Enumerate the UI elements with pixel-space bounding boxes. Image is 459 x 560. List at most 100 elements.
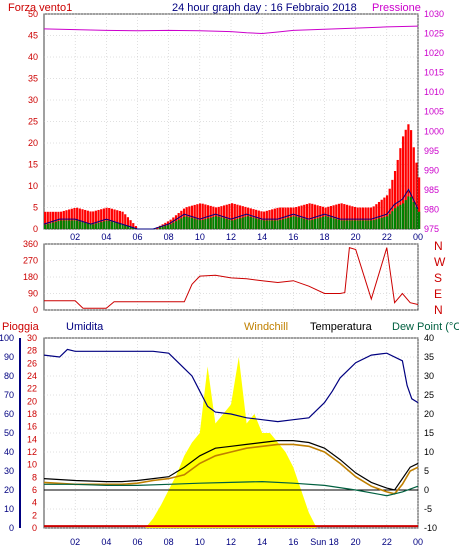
temp-x-tick-label: 14 — [257, 537, 267, 547]
rain-tick-label: 26 — [27, 358, 37, 368]
humidity-tick-label: 40 — [4, 447, 14, 457]
direction-tick-label: 270 — [23, 256, 38, 266]
gust-bar — [353, 207, 357, 229]
mean-wind-bar — [233, 219, 236, 229]
wind-x-tick-label: 18 — [319, 232, 329, 242]
gust-bar — [337, 203, 341, 229]
mean-wind-bar — [303, 218, 306, 229]
pressure-tick-label: 1025 — [424, 29, 444, 39]
mean-wind-bar — [252, 217, 255, 229]
mean-wind-bar — [287, 217, 290, 229]
wind-force-title: Forza vento1 — [8, 2, 72, 14]
gust-bar — [196, 204, 199, 229]
pressure-tick-label: 1000 — [424, 126, 444, 136]
mean-wind-bar — [361, 220, 365, 229]
mean-wind-bar — [327, 216, 330, 229]
gust-bar — [113, 209, 116, 229]
mean-wind-bar — [214, 216, 218, 229]
mean-wind-bar — [193, 218, 196, 229]
mean-wind-bar — [396, 206, 399, 229]
gust-bar — [383, 197, 386, 229]
mean-wind-bar — [206, 218, 210, 229]
mean-wind-bar — [313, 219, 317, 229]
mean-wind-bar — [271, 220, 274, 229]
rain-tick-label: 28 — [27, 346, 37, 356]
humidity-tick-label: 60 — [4, 409, 14, 419]
rain-tick-label: 10 — [27, 460, 37, 470]
mean-wind-bar — [86, 223, 89, 229]
gust-bar — [108, 207, 111, 229]
gust-bar — [110, 208, 113, 229]
mean-wind-bar — [190, 217, 194, 229]
rain-tick-label: 24 — [27, 371, 37, 381]
mean-wind-bar — [220, 217, 223, 229]
gust-bar — [308, 203, 311, 229]
wind-x-tick-label: 06 — [132, 232, 142, 242]
mean-wind-bar — [105, 220, 108, 229]
legend-pioggia: Pioggia — [2, 321, 40, 333]
temperature-tick-label: -10 — [424, 523, 437, 533]
temperature-tick-label: 30 — [424, 371, 434, 381]
mean-wind-bar — [76, 220, 79, 229]
mean-wind-bar — [380, 217, 383, 229]
gust-bar — [76, 207, 79, 229]
mean-wind-bar — [78, 221, 81, 229]
mean-wind-bar — [377, 218, 381, 229]
gust-bar — [92, 211, 95, 229]
gust-bar — [399, 148, 402, 229]
mean-wind-bar — [404, 200, 407, 229]
mean-wind-bar — [110, 221, 113, 229]
mean-wind-bar — [57, 221, 60, 229]
mean-wind-bar — [391, 211, 394, 229]
gust-bar — [60, 211, 63, 229]
mean-wind-bar — [393, 208, 397, 229]
temperature-tick-label: 40 — [424, 333, 434, 343]
mean-wind-bar — [118, 223, 121, 229]
gust-bar — [190, 205, 194, 229]
chart-title: 24 hour graph day : 16 Febbraio 2018 — [172, 2, 357, 14]
gust-bar — [233, 203, 236, 229]
dewpoint-series — [44, 480, 419, 497]
mean-wind-bar — [62, 220, 65, 229]
gust-bar — [316, 205, 319, 229]
humidity-tick-label: 20 — [4, 485, 14, 495]
wind-tick-label: 20 — [28, 138, 38, 148]
temperature-tick-label: 5 — [424, 466, 429, 476]
temp-x-tick-label: 22 — [382, 537, 392, 547]
wind-tick-label: 40 — [28, 52, 38, 62]
gust-bar — [311, 203, 314, 229]
mean-wind-bar — [102, 221, 105, 229]
humidity-tick-label: 50 — [4, 428, 14, 438]
gust-bar — [359, 207, 362, 229]
mean-wind-bar — [174, 221, 178, 229]
mean-wind-bar — [68, 220, 71, 229]
wind-x-tick-label: 12 — [226, 232, 236, 242]
mean-wind-bar — [70, 220, 73, 229]
wind-x-tick-label: 16 — [288, 232, 298, 242]
mean-wind-bar — [324, 216, 327, 229]
mean-wind-bar — [300, 218, 303, 229]
gust-bar — [62, 210, 65, 229]
mean-wind-bar — [172, 222, 175, 229]
pressure-tick-label: 1005 — [424, 107, 444, 117]
pressure-tick-label: 1030 — [424, 9, 444, 19]
mean-wind-bar — [257, 219, 260, 229]
mean-wind-bar — [177, 219, 180, 229]
gust-bar — [134, 226, 138, 229]
gust-bar — [89, 211, 92, 229]
gust-bar — [412, 147, 415, 229]
mean-wind-bar — [222, 218, 226, 229]
mean-wind-bar — [49, 223, 52, 229]
mean-wind-bar — [415, 206, 418, 229]
mean-wind-bar — [247, 216, 250, 229]
compass-n-bottom: N — [434, 303, 443, 317]
windchill-series — [43, 443, 419, 495]
humidity-tick-label: 0 — [9, 523, 14, 533]
mean-wind-bar — [129, 226, 132, 229]
mean-wind-bar — [364, 220, 367, 229]
gust-bar — [345, 204, 349, 229]
temperature-tick-label: -5 — [424, 504, 432, 514]
pressure-tick-label: 985 — [424, 185, 439, 195]
mean-wind-bar — [100, 222, 103, 229]
